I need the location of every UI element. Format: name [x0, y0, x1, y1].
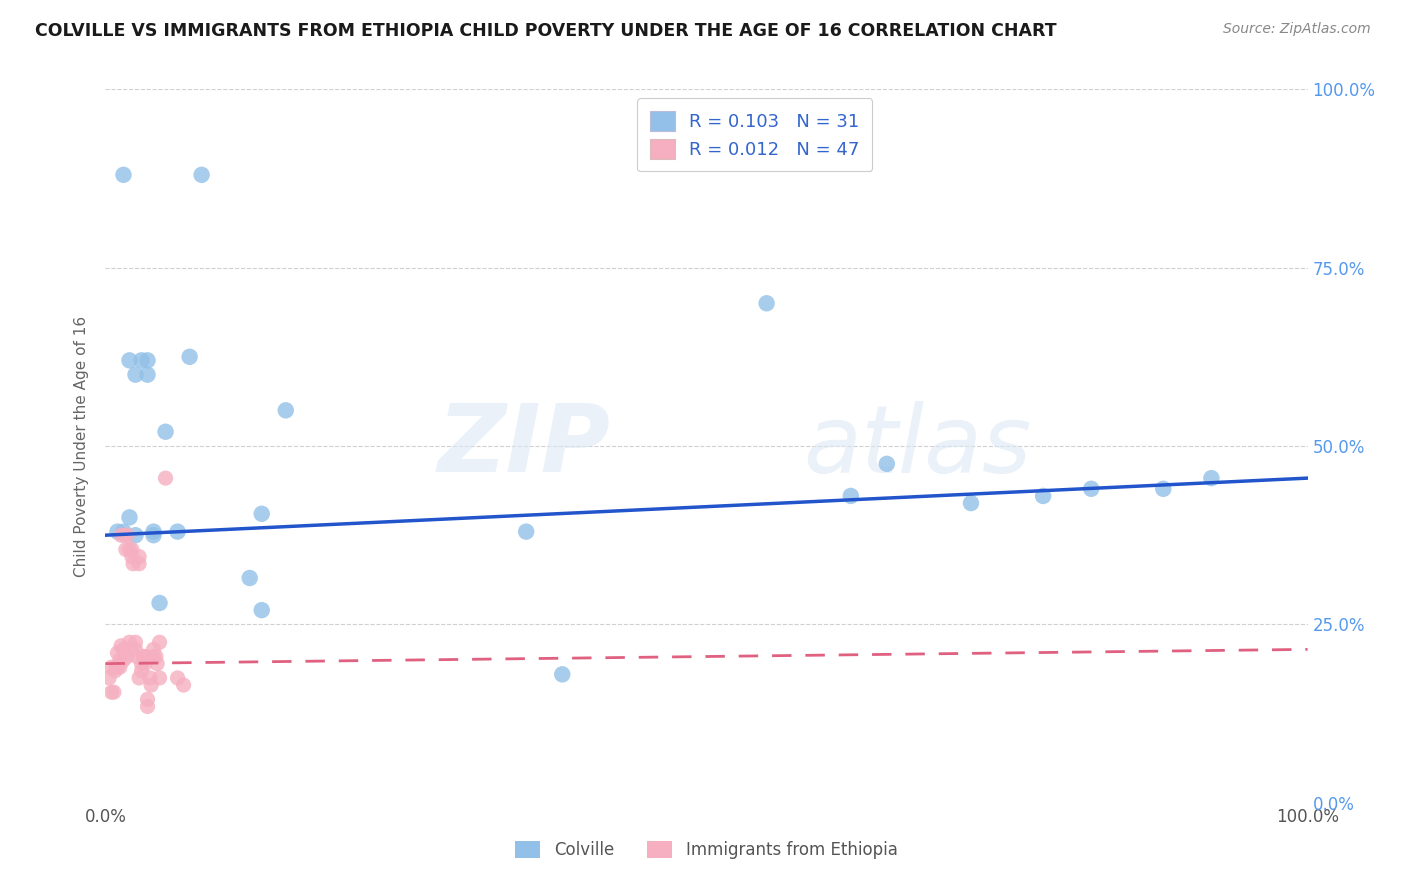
Point — [960, 496, 983, 510]
Point — [107, 646, 129, 660]
Point — [250, 603, 273, 617]
Point — [124, 642, 146, 657]
Y-axis label: Child Poverty Under the Age of 16: Child Poverty Under the Age of 16 — [75, 316, 90, 576]
Point — [118, 635, 141, 649]
Point — [125, 649, 148, 664]
Point — [139, 671, 162, 685]
Point — [131, 353, 153, 368]
Point — [148, 596, 170, 610]
Text: Source: ZipAtlas.com: Source: ZipAtlas.com — [1223, 22, 1371, 37]
Point — [250, 507, 273, 521]
Point — [128, 549, 150, 564]
Text: COLVILLE VS IMMIGRANTS FROM ETHIOPIA CHILD POVERTY UNDER THE AGE OF 16 CORRELATI: COLVILLE VS IMMIGRANTS FROM ETHIOPIA CHI… — [35, 22, 1057, 40]
Point — [551, 667, 574, 681]
Point — [121, 549, 143, 564]
Point — [131, 664, 153, 678]
Point — [148, 671, 170, 685]
Point — [142, 649, 165, 664]
Point — [107, 524, 129, 539]
Point — [112, 653, 135, 667]
Point — [155, 471, 177, 485]
Point — [121, 542, 143, 557]
Point — [110, 528, 132, 542]
Point — [124, 528, 146, 542]
Point — [142, 528, 165, 542]
Text: atlas: atlas — [803, 401, 1031, 491]
Point — [1201, 471, 1223, 485]
Point — [1152, 482, 1174, 496]
Point — [124, 368, 146, 382]
Point — [115, 528, 138, 542]
Point — [100, 660, 122, 674]
Point — [108, 660, 131, 674]
Point — [98, 671, 121, 685]
Point — [1080, 482, 1102, 496]
Point — [112, 642, 135, 657]
Point — [146, 657, 169, 671]
Point — [132, 649, 155, 664]
Point — [166, 671, 188, 685]
Point — [112, 168, 135, 182]
Point — [145, 649, 167, 664]
Point — [124, 635, 146, 649]
Point — [876, 457, 898, 471]
Point — [136, 692, 159, 706]
Point — [136, 699, 159, 714]
Point — [166, 524, 188, 539]
Point — [274, 403, 297, 417]
Point — [105, 660, 128, 674]
Point — [755, 296, 778, 310]
Point — [115, 649, 138, 664]
Point — [155, 425, 177, 439]
Point — [142, 524, 165, 539]
Point — [515, 524, 537, 539]
Point — [110, 639, 132, 653]
Point — [173, 678, 195, 692]
Point — [128, 557, 150, 571]
Point — [100, 685, 122, 699]
Point — [1032, 489, 1054, 503]
Point — [139, 678, 162, 692]
Point — [142, 642, 165, 657]
Point — [134, 649, 156, 664]
Text: ZIP: ZIP — [437, 400, 610, 492]
Point — [118, 510, 141, 524]
Point — [112, 524, 135, 539]
Point — [179, 350, 201, 364]
Point — [108, 653, 131, 667]
Point — [128, 671, 150, 685]
Point — [131, 657, 153, 671]
Point — [107, 660, 129, 674]
Point — [839, 489, 862, 503]
Point — [122, 557, 145, 571]
Point — [136, 353, 159, 368]
Point — [114, 528, 136, 542]
Point — [118, 353, 141, 368]
Point — [104, 664, 127, 678]
Point — [239, 571, 262, 585]
Point — [134, 657, 156, 671]
Point — [190, 168, 212, 182]
Point — [148, 635, 170, 649]
Point — [136, 368, 159, 382]
Point — [103, 685, 125, 699]
Legend: Colville, Immigrants from Ethiopia: Colville, Immigrants from Ethiopia — [509, 834, 904, 866]
Point — [118, 542, 141, 557]
Point — [115, 542, 138, 557]
